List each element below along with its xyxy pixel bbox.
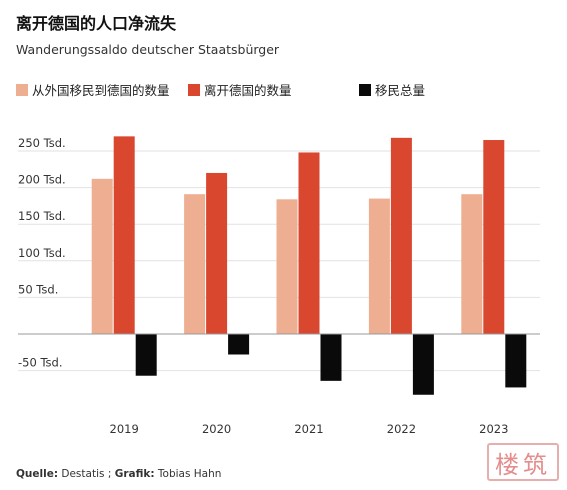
- bar-2023-series-2: [505, 334, 527, 388]
- chart-subtitle: Wanderungssaldo deutscher Staatsbürger: [16, 42, 280, 57]
- y-tick-label-0: 250 Tsd.: [18, 136, 66, 150]
- x-tick-label-2023: 2023: [479, 422, 508, 436]
- y-tick-label-4: 50 Tsd.: [18, 282, 58, 296]
- legend-item-emigration: 离开德国的数量: [188, 80, 292, 99]
- bar-2023-series-1: [483, 140, 505, 334]
- x-tick-label-2021: 2021: [294, 422, 323, 436]
- y-tick-label-5: -50 Tsd.: [18, 356, 63, 370]
- x-tick-label-2022: 2022: [387, 422, 416, 436]
- source-name: Destatis: [61, 468, 105, 480]
- bar-2020-series-1: [206, 172, 228, 334]
- legend-label-immigration: 从外国移民到德国的数量: [32, 83, 170, 98]
- credit-separator: ;: [107, 468, 112, 480]
- legend-label-net: 移民总量: [375, 83, 426, 98]
- bar-2022-series-0: [368, 198, 390, 334]
- y-tick-label-3: 100 Tsd.: [18, 246, 66, 260]
- x-tick-label-2020: 2020: [202, 422, 231, 436]
- chart-title: 离开德国的人口净流失: [16, 14, 177, 33]
- bar-chart: 250 Tsd. 200 Tsd. 150 Tsd. 100 Tsd. 50 Tsd. -…: [18, 136, 540, 436]
- legend-item-immigration: 从外国移民到德国的数量: [16, 80, 170, 99]
- legend-swatch-net: [359, 83, 371, 96]
- legend-swatch-emigration: [188, 83, 200, 96]
- graphic-label: Grafik:: [114, 468, 155, 480]
- bar-2022-series-1: [390, 137, 412, 334]
- bar-2019-series-0: [91, 178, 113, 334]
- legend-item-net: 移民总量: [359, 80, 425, 99]
- bar-2021-series-0: [276, 199, 298, 334]
- bar-2021-series-2: [320, 334, 342, 381]
- bar-2023-series-0: [461, 194, 483, 334]
- graphic-author: Tobias Hahn: [157, 468, 222, 480]
- footer-credits: Quelle: Destatis ; Grafik: Tobias Hahn: [16, 468, 221, 480]
- source-label: Quelle:: [16, 468, 59, 480]
- legend: 从外国移民到德国的数量 离开德国的数量 移民总量: [0, 80, 567, 98]
- legend-label-emigration: 离开德国的数量: [204, 83, 292, 98]
- y-tick-label-2: 150 Tsd.: [18, 209, 66, 223]
- x-tick-label-2019: 2019: [110, 422, 139, 436]
- bar-2019-series-2: [135, 334, 157, 376]
- legend-swatch-immigration: [16, 83, 28, 96]
- bar-2020-series-2: [228, 334, 250, 355]
- bar-2022-series-2: [412, 334, 434, 395]
- y-tick-label-1: 200 Tsd.: [18, 173, 66, 187]
- bar-2021-series-1: [298, 152, 320, 334]
- bar-2020-series-0: [184, 194, 206, 334]
- watermark-stamp: 楼筑: [487, 443, 559, 481]
- bar-2019-series-1: [113, 136, 135, 334]
